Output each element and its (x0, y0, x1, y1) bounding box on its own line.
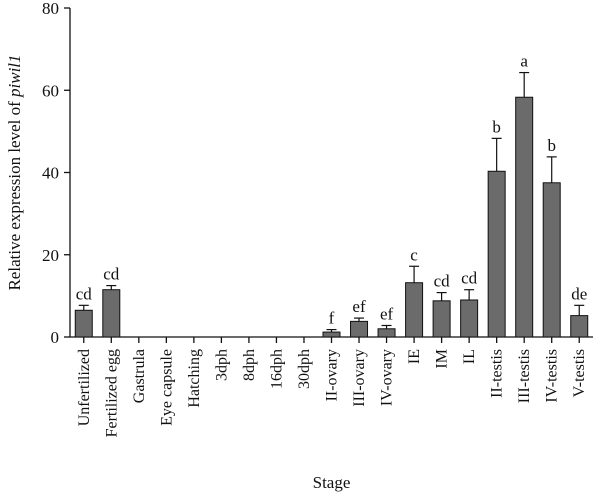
significance-label: f (329, 309, 335, 328)
bar (460, 299, 479, 338)
bar (432, 300, 451, 338)
bar (102, 289, 121, 338)
x-tick-label: 3dph (213, 349, 230, 381)
x-tick-label: II-ovary (324, 349, 341, 401)
x-tick-label: Eye capsule (158, 349, 175, 426)
x-tick-label: IM (434, 349, 451, 369)
x-tick-label: 30dph (296, 349, 313, 389)
bars (74, 96, 589, 338)
x-tick-label: IL (461, 349, 478, 364)
bar (570, 315, 589, 338)
y-tick-label: 40 (42, 164, 59, 183)
bar (377, 328, 396, 338)
significance-label: cd (103, 265, 120, 284)
bar (487, 170, 506, 338)
x-tick-label: Unfertilized (76, 349, 93, 426)
significance-label: cd (461, 269, 478, 288)
significance-label: a (520, 52, 528, 71)
error-bars (78, 71, 585, 333)
significance-label: c (410, 245, 418, 264)
y-tick-label: 60 (42, 81, 59, 100)
x-tick-label: III-testis (516, 349, 533, 403)
bar (405, 282, 424, 338)
bar (74, 309, 93, 338)
significance-label: de (571, 284, 587, 303)
x-tick-label: V-testis (571, 349, 588, 397)
y-ticks: 0 20 40 60 80 (42, 0, 70, 347)
x-tick-label: 8dph (241, 349, 258, 381)
significance-label: ef (380, 304, 394, 323)
axes (69, 8, 593, 338)
x-tick-label: IV-ovary (379, 349, 396, 406)
bar (322, 331, 341, 338)
significance-label: b (492, 117, 501, 136)
y-axis-label-prefix: Relative expression level of (5, 97, 24, 291)
x-tick-label: III-ovary (351, 349, 368, 407)
x-axis-label: Stage (313, 473, 351, 492)
bar (350, 320, 369, 338)
x-tick-label: 16dph (268, 349, 285, 389)
significance-label: cd (76, 284, 93, 303)
x-tick-label: Hatching (186, 349, 203, 408)
x-ticks: Unfertilized Fertilized egg Gastrula Eye ca… (76, 337, 588, 437)
bar (542, 182, 561, 338)
x-tick-label: II-testis (489, 349, 506, 398)
y-axis-label: Relative expression level of piwil1 (5, 54, 24, 290)
y-tick-label: 80 (42, 0, 59, 18)
x-tick-label: Gastrula (131, 349, 148, 403)
x-tick-label: IV-testis (544, 349, 561, 403)
significance-label: ef (352, 297, 366, 316)
y-axis-label-gene: piwil1 (5, 54, 24, 98)
x-tick-label: IE (406, 349, 423, 364)
significance-label: b (547, 136, 556, 155)
significance-label: cd (434, 272, 451, 291)
bar (515, 96, 534, 338)
y-tick-label: 0 (51, 328, 60, 347)
y-tick-label: 20 (42, 246, 59, 265)
x-tick-label: Fertilized egg (103, 349, 120, 437)
